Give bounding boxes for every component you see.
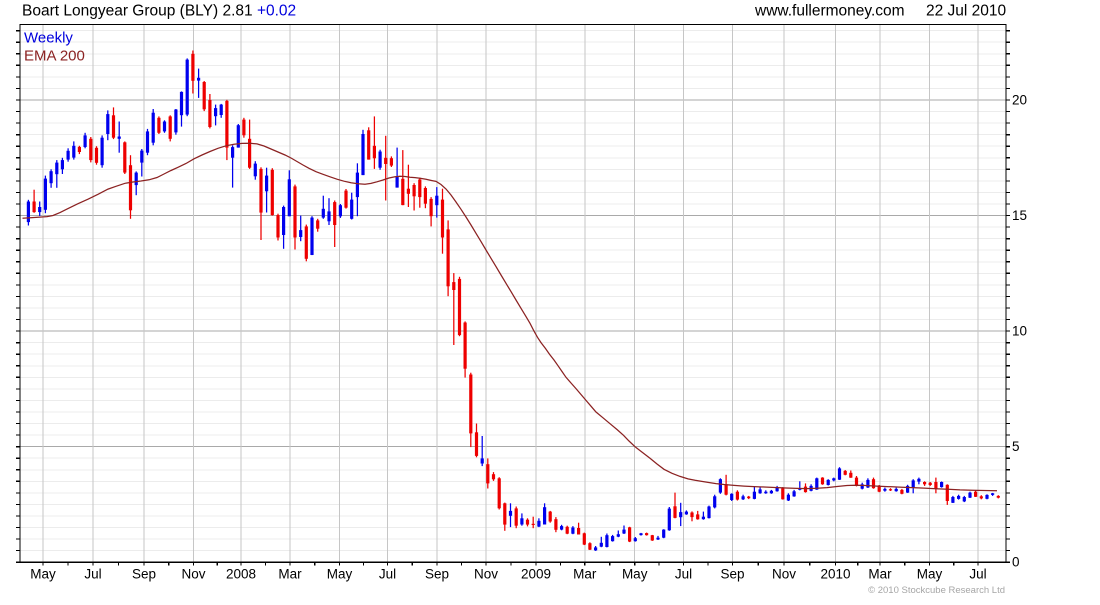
- svg-text:© 2010 Stockcube Research Ltd: © 2010 Stockcube Research Ltd: [868, 585, 1005, 596]
- svg-text:2009: 2009: [521, 567, 551, 582]
- svg-text:Jul: Jul: [969, 567, 986, 582]
- svg-text:EMA 200: EMA 200: [24, 48, 85, 65]
- svg-text:Nov: Nov: [772, 567, 796, 582]
- svg-text:Jul: Jul: [84, 567, 101, 582]
- svg-text:15: 15: [1012, 208, 1027, 223]
- svg-text:Sep: Sep: [720, 567, 744, 582]
- svg-text:May: May: [622, 567, 648, 582]
- svg-text:20: 20: [1012, 93, 1027, 108]
- svg-text:May: May: [917, 567, 943, 582]
- svg-text:www.fullermoney.com: www.fullermoney.com: [754, 3, 905, 20]
- svg-text:Jul: Jul: [675, 567, 692, 582]
- svg-text:Sep: Sep: [425, 567, 449, 582]
- svg-text:10: 10: [1012, 324, 1027, 339]
- svg-text:May: May: [327, 567, 353, 582]
- svg-text:Jul: Jul: [379, 567, 396, 582]
- svg-text:Nov: Nov: [181, 567, 205, 582]
- svg-text:Mar: Mar: [278, 567, 302, 582]
- svg-text:0: 0: [1012, 555, 1020, 570]
- svg-text:2010: 2010: [820, 567, 850, 582]
- svg-text:Mar: Mar: [573, 567, 597, 582]
- svg-text:Sep: Sep: [132, 567, 156, 582]
- svg-text:22 Jul 2010: 22 Jul 2010: [926, 3, 1007, 20]
- svg-text:5: 5: [1012, 439, 1020, 454]
- svg-text:2008: 2008: [226, 567, 256, 582]
- svg-text:Nov: Nov: [474, 567, 498, 582]
- svg-text:Weekly: Weekly: [24, 30, 73, 47]
- svg-text:May: May: [30, 567, 56, 582]
- svg-text:Mar: Mar: [868, 567, 892, 582]
- svg-text:Boart Longyear Group (BLY) 2.8: Boart Longyear Group (BLY) 2.81 +0.02: [22, 3, 296, 20]
